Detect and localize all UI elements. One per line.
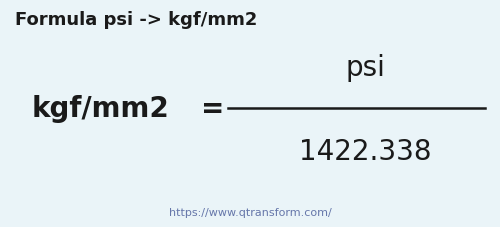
Text: kgf/mm2: kgf/mm2 (31, 95, 169, 123)
Text: https://www.qtransform.com/: https://www.qtransform.com/ (168, 208, 332, 218)
Text: Formula psi -> kgf/mm2: Formula psi -> kgf/mm2 (15, 11, 258, 29)
Text: =: = (201, 95, 224, 123)
Text: psi: psi (345, 54, 385, 82)
Text: 1422.338: 1422.338 (299, 138, 431, 166)
